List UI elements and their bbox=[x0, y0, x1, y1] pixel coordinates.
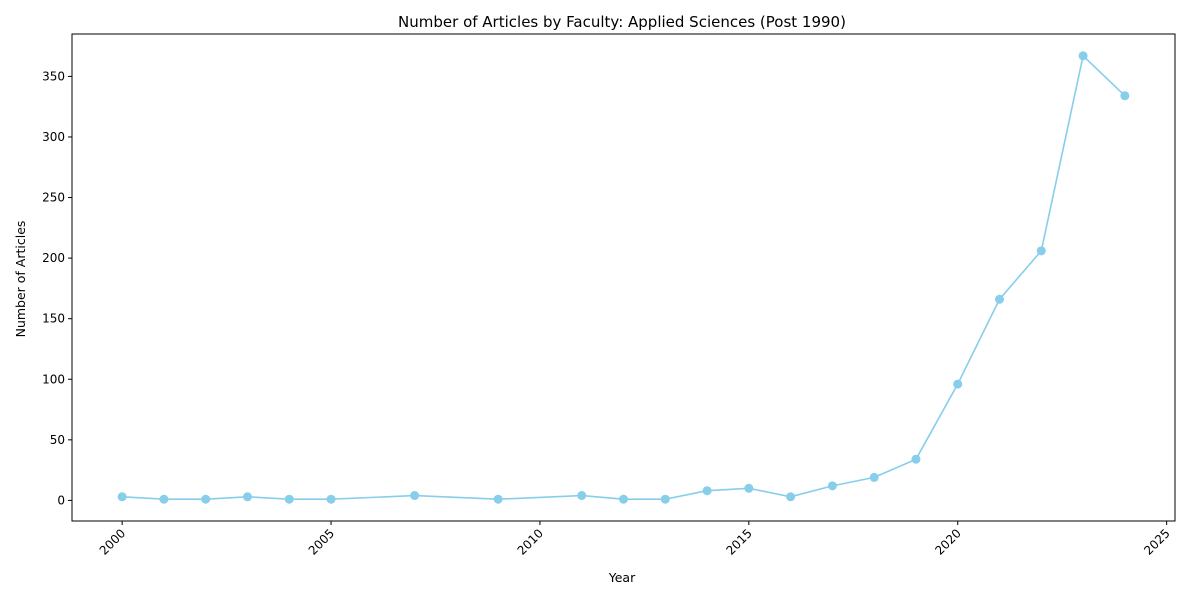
plot-area-frame bbox=[71, 33, 1176, 522]
data-point bbox=[827, 481, 837, 491]
data-point bbox=[786, 492, 796, 502]
y-tick-label: 50 bbox=[50, 433, 65, 447]
x-tick-label: 2005 bbox=[306, 526, 337, 557]
y-tick-label: 300 bbox=[42, 130, 65, 144]
data-point bbox=[242, 492, 252, 502]
data-point bbox=[702, 486, 712, 496]
x-axis-label: Year bbox=[608, 570, 636, 585]
y-tick-label: 250 bbox=[42, 191, 65, 205]
data-point bbox=[1036, 246, 1046, 256]
chart-title: Number of Articles by Faculty: Applied S… bbox=[398, 13, 846, 31]
data-point bbox=[493, 494, 503, 504]
data-point bbox=[1078, 51, 1088, 61]
data-point bbox=[284, 494, 294, 504]
data-point bbox=[159, 494, 169, 504]
data-point bbox=[995, 294, 1005, 304]
data-point bbox=[1120, 91, 1130, 101]
x-tick-label: 2000 bbox=[97, 526, 128, 557]
y-tick-label: 150 bbox=[42, 312, 65, 326]
y-tick-label: 200 bbox=[42, 251, 65, 265]
data-point bbox=[953, 379, 963, 389]
x-tick-label: 2015 bbox=[723, 526, 754, 557]
data-point bbox=[201, 494, 211, 504]
data-point bbox=[619, 494, 628, 504]
y-tick-label: 350 bbox=[42, 69, 65, 83]
x-axis-ticks: 2000 2005 2010 2015 2020 2025 bbox=[97, 521, 1173, 558]
series-line bbox=[122, 54, 1126, 501]
data-point bbox=[869, 472, 879, 482]
data-point bbox=[410, 491, 420, 501]
data-point bbox=[326, 494, 336, 504]
x-tick-label: 2020 bbox=[932, 526, 963, 557]
x-tick-label: 2025 bbox=[1141, 526, 1172, 557]
data-point bbox=[744, 483, 754, 493]
y-tick-label: 100 bbox=[42, 372, 65, 386]
data-point bbox=[577, 491, 587, 501]
series-layer bbox=[117, 51, 1130, 504]
y-tick-label: 0 bbox=[57, 493, 65, 507]
y-axis-label: Number of Articles bbox=[13, 221, 28, 338]
data-point bbox=[117, 492, 127, 502]
data-point bbox=[660, 494, 670, 504]
y-axis-ticks: 0 50 100 150 200 250 300 350 bbox=[42, 69, 72, 507]
data-point bbox=[911, 454, 921, 464]
x-tick-label: 2010 bbox=[515, 526, 546, 557]
